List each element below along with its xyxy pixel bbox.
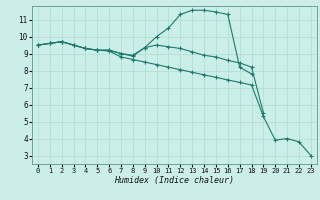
X-axis label: Humidex (Indice chaleur): Humidex (Indice chaleur) [115,176,234,185]
